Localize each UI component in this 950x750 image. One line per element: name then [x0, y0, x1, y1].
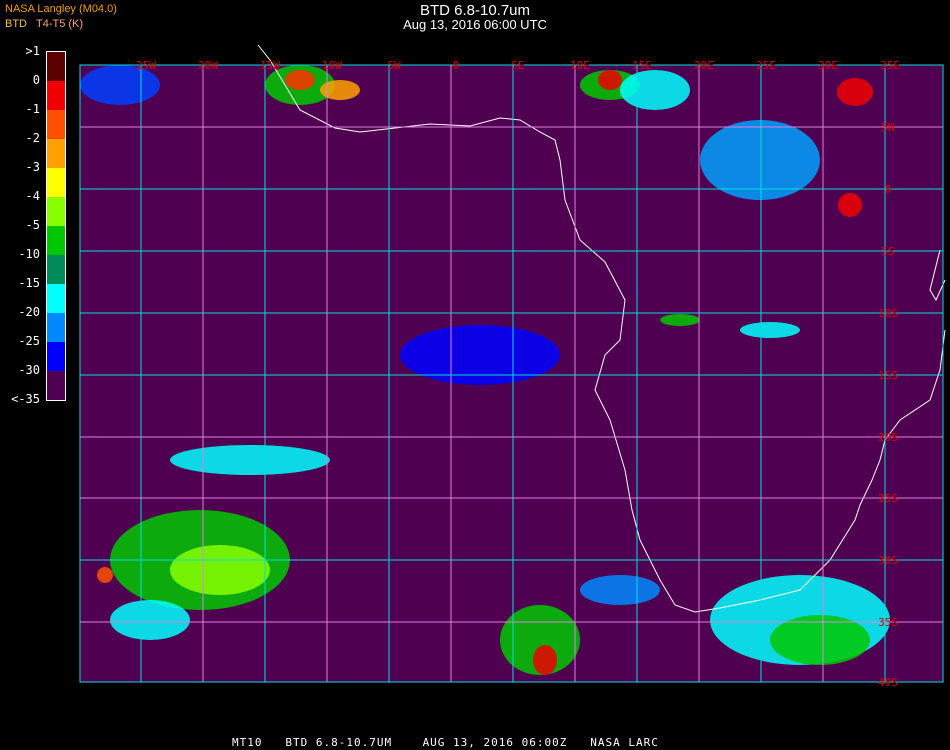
cloud-region: [740, 322, 800, 338]
cloud-region: [400, 325, 560, 385]
legend-swatch: [47, 110, 65, 139]
longitude-label: 15W: [260, 59, 280, 72]
longitude-label: 15E: [632, 59, 652, 72]
longitude-label: 0: [453, 59, 460, 72]
latitude-label: 15S: [878, 369, 898, 382]
longitude-label: 20E: [694, 59, 714, 72]
legend-label: -2: [25, 131, 40, 145]
legend-label: -3: [25, 160, 40, 174]
cloud-region: [110, 600, 190, 640]
map-border: [79, 64, 944, 683]
cloud-region: [580, 575, 660, 605]
legend-swatch: [47, 81, 65, 110]
latitude-label: 10S: [878, 307, 898, 320]
cloud-region: [533, 645, 557, 675]
legend-label: -15: [18, 276, 40, 290]
cloud-region: [97, 567, 113, 583]
legend-swatch: [47, 139, 65, 168]
longitude-label: 30E: [818, 59, 838, 72]
latitude-label: 30S: [878, 554, 898, 567]
latitude-label: 20S: [878, 431, 898, 444]
cloud-region: [80, 65, 160, 105]
africa-coastline: [257, 44, 946, 613]
legend-swatch: [47, 255, 65, 284]
cloud-region: [700, 120, 820, 200]
latitude-label: 0: [885, 183, 892, 196]
longitude-label: 5W: [387, 59, 401, 72]
cloud-region: [320, 80, 360, 100]
legend-swatch: [47, 371, 65, 400]
legend-swatch: [47, 197, 65, 226]
cloud-region: [285, 70, 315, 90]
latitude-label: 5N: [881, 121, 894, 134]
color-legend: [46, 51, 66, 401]
cloud-region: [170, 445, 330, 475]
image-title: BTD 6.8-10.7um: [419, 2, 531, 19]
lat-lon-grid: [79, 64, 944, 683]
legend-label: <-35: [11, 392, 40, 406]
legend-label: -1: [25, 102, 40, 116]
legend-swatch: [47, 226, 65, 255]
latitude-label: 35S: [878, 616, 898, 629]
legend-label: >1: [25, 44, 40, 58]
legend-swatch: [47, 342, 65, 371]
legend-label: -30: [18, 363, 40, 377]
cloud-region: [660, 314, 700, 326]
longitude-label: 35E: [880, 59, 900, 72]
legend-product: BTD: [5, 18, 27, 30]
legend-label: -25: [18, 334, 40, 348]
legend-label: -4: [25, 189, 40, 203]
latitude-label: 40S: [878, 676, 898, 689]
legend-units: T4-T5 (K): [36, 18, 84, 30]
cloud-region: [170, 545, 270, 595]
grid-labels: 25W 20W 15W 10W 5W 0 5E 10E 15E 20E 25E 30E 35E 5N 0 5S…: [136, 59, 900, 689]
longitude-label: 25W: [136, 59, 156, 72]
cloud-region: [838, 193, 862, 217]
longitude-label: 5E: [511, 59, 524, 72]
legend-swatch: [47, 52, 65, 81]
longitude-label: 10E: [570, 59, 590, 72]
legend-label: 0: [32, 73, 40, 87]
cloud-region: [837, 78, 873, 106]
latitude-label: 25S: [878, 492, 898, 505]
image-timestamp: Aug 13, 2016 06:00 UTC: [403, 17, 547, 32]
legend-source: NASA Langley (M04.0): [5, 3, 117, 15]
legend-swatch: [47, 313, 65, 342]
longitude-label: 10W: [322, 59, 342, 72]
legend-swatch: [47, 284, 65, 313]
longitude-label: 25E: [756, 59, 776, 72]
madagascar-coastline: [929, 249, 946, 302]
cloud-region: [620, 70, 690, 110]
footer-caption: MT10 BTD 6.8-10.7UM AUG 13, 2016 06:00Z …: [232, 736, 659, 749]
latitude-label: 5S: [881, 245, 894, 258]
legend-label: -20: [18, 305, 40, 319]
legend-label: -10: [18, 247, 40, 261]
cloud-region: [770, 615, 870, 665]
cloud-region: [598, 70, 622, 90]
longitude-label: 20W: [198, 59, 218, 72]
legend-label: -5: [25, 218, 40, 232]
legend-swatch: [47, 168, 65, 197]
